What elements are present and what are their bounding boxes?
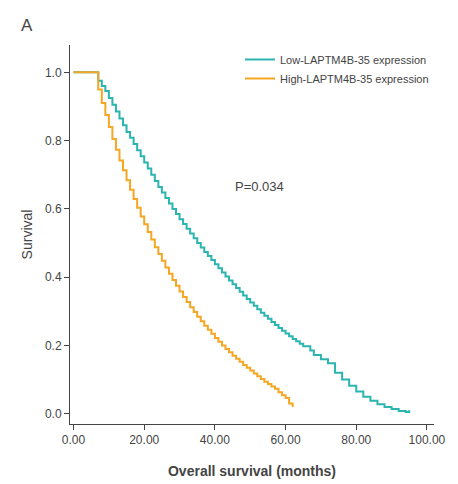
svg-text:0.8: 0.8 [45, 134, 62, 148]
svg-text:60.00: 60.00 [271, 433, 301, 447]
svg-text:40.00: 40.00 [200, 433, 230, 447]
svg-text:A: A [21, 16, 33, 35]
svg-text:Overall survival (months): Overall survival (months) [168, 463, 336, 479]
svg-text:1.0: 1.0 [45, 66, 62, 80]
svg-text:80.00: 80.00 [341, 433, 371, 447]
svg-text:0.0: 0.0 [45, 407, 62, 421]
svg-text:0.2: 0.2 [45, 339, 62, 353]
svg-text:Survival: Survival [19, 210, 35, 260]
svg-text:0.00: 0.00 [62, 433, 86, 447]
svg-text:High-LAPTM4B-35 expression: High-LAPTM4B-35 expression [280, 73, 429, 85]
svg-text:0.6: 0.6 [45, 202, 62, 216]
svg-text:0.4: 0.4 [45, 270, 62, 284]
svg-text:P=0.034: P=0.034 [235, 179, 284, 194]
svg-text:100.00: 100.00 [409, 433, 446, 447]
svg-text:20.00: 20.00 [129, 433, 159, 447]
svg-text:Low-LAPTM4B-35 expression: Low-LAPTM4B-35 expression [280, 54, 426, 66]
